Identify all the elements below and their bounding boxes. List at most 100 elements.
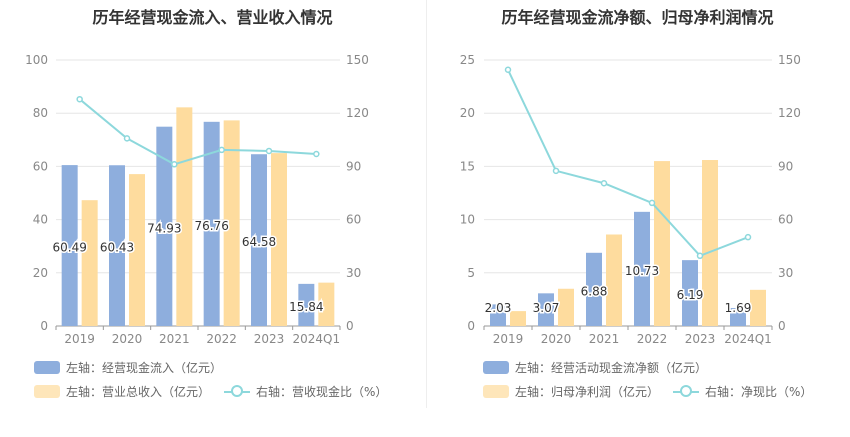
bar-data-label: 10.73 [625,264,659,278]
bar-data-label: 60.43 [100,241,134,255]
legend-label: 左轴：经营现金流入（亿元） [66,361,223,375]
ratio-point [744,233,752,241]
x-axis-tick-label: 2022 [637,332,668,346]
bar-data-label: 1.69 [725,301,752,315]
left-axis-tick-label: 20 [33,266,48,280]
right-axis-tick-label: 90 [778,159,793,173]
legend-item[interactable]: 左轴：归母净利润（亿元） [483,383,659,400]
x-axis-tick-label: 2021 [159,332,190,346]
left-axis-tick-label: 25 [460,53,475,67]
bar-data-label: 64.58 [242,235,276,249]
legend-row-1: 左轴：经营现金流入（亿元） [34,359,236,376]
legend-label: 左轴：归母净利润（亿元） [515,385,660,399]
panel-divider [426,0,427,408]
legend-line-swatch [673,385,700,398]
ratio-point [600,179,608,187]
ratio-point [696,252,704,260]
legend-item[interactable]: 左轴：经营活动现金流净额（亿元） [483,359,707,376]
bar-data-label: 6.19 [677,288,704,302]
left-axis-tick-label: 80 [33,106,48,120]
legend-row-1: 左轴：经营活动现金流净额（亿元） [483,359,721,376]
bar-data-label: 3.07 [533,301,560,315]
ratio-point [552,167,560,175]
ratio-line [79,98,317,166]
chart-plot-left: 0 20 40 60 80 100 0 30 60 90 120 150 2019 2020 2021 202… [25,53,369,346]
bar-data-label: 6.88 [581,284,608,298]
legend-swatch [483,385,509,398]
bar-secondary [81,200,98,326]
legend-item[interactable]: 右轴：净现比（%） [673,383,812,400]
legend-swatch [34,361,60,374]
right-axis-tick-label: 120 [778,106,801,120]
legend-row-2: 左轴：营业总收入（亿元） 右轴：营收现金比（%） [34,383,401,400]
legend-item[interactable]: 左轴：经营现金流入（亿元） [34,359,222,376]
right-axis-tick-label: 30 [346,266,361,280]
bar-secondary [318,282,335,326]
bar-secondary [176,107,193,327]
x-axis-tick-label: 2023 [685,332,716,346]
left-axis-tick-label: 0 [467,319,475,333]
ratio-point [218,146,225,154]
right-axis-tick-label: 0 [778,319,786,333]
chart-panel-left: 历年经营现金流入、营业收入情况 0 20 40 60 80 100 0 30 60 90 120 15… [25,8,401,400]
bar-secondary [129,174,145,326]
bar-secondary [702,160,718,326]
bar-data-label: 74.93 [147,221,181,235]
bar-primary [203,121,220,327]
legend-swatch [34,385,60,398]
right-axis-tick-label: 60 [778,213,793,227]
bar-secondary [654,161,670,326]
x-axis-tick-label: 2019 [64,332,95,346]
bar-secondary [558,288,574,326]
bar-secondary [271,153,287,326]
bar-primary [730,308,746,326]
x-axis-tick-label: 2023 [254,332,285,346]
right-axis-tick-label: 30 [778,266,793,280]
left-axis-tick-label: 100 [25,53,48,67]
ratio-point [504,66,512,74]
bar-primary [538,293,554,326]
bar-primary [682,260,698,326]
x-axis-tick-label: 2019 [493,332,524,346]
bar-secondary [750,289,766,326]
bar-primary [634,211,650,326]
left-axis-tick-label: 40 [33,213,48,227]
right-axis-tick-label: 150 [346,53,369,67]
x-axis-tick-label: 2021 [589,332,620,346]
right-axis-tick-label: 150 [778,53,801,67]
legend-label: 左轴：营业总收入（亿元） [66,385,211,399]
legend-line-swatch [224,385,251,398]
chart-plot-right: 0 5 10 15 20 25 0 30 60 90 120 150 2019 2020 2021 2022 2… [460,53,801,346]
chart-panel-right: 历年经营现金流净额、归母净利润情况 0 5 10 15 20 25 0 30 60 90 120 15… [425,0,850,437]
legend-row-2: 左轴：归母净利润（亿元） 右轴：净现比（%） [483,383,826,400]
chart-title: 历年经营现金流入、营业收入情况 [92,8,333,27]
right-axis-tick-label: 120 [346,106,369,120]
bar-primary [251,154,267,326]
x-axis-tick-label: 2020 [112,332,143,346]
ratio-point [171,161,178,168]
bar-primary [298,283,315,326]
legend-label: 右轴：净现比（%） [705,385,813,399]
chart-title: 历年经营现金流净额、归母净利润情况 [501,8,774,27]
ratio-point [123,135,131,142]
bar-primary [156,126,173,326]
bar-data-label: 76.76 [194,219,228,233]
left-axis-tick-label: 10 [460,213,475,227]
right-axis-tick-label: 90 [346,159,361,173]
ratio-line [507,69,749,257]
bar-secondary [223,120,240,326]
right-axis-tick-label: 0 [346,319,354,333]
legend-label: 左轴：经营活动现金流净额（亿元） [515,361,708,375]
left-axis-tick-label: 60 [33,159,48,173]
x-axis-tick-label: 2024Q1 [724,332,772,346]
bar-data-label: 15.84 [289,300,323,314]
left-axis-tick-label: 15 [460,159,475,173]
bar-secondary [606,234,622,326]
legend-item[interactable]: 右轴：营收现金比（%） [224,383,387,400]
left-axis-tick-label: 5 [467,266,475,280]
ratio-point [265,147,273,155]
legend-label: 右轴：营收现金比（%） [256,385,388,399]
bar-primary [109,165,125,326]
bar-primary [586,252,602,326]
legend-item[interactable]: 左轴：营业总收入（亿元） [34,383,210,400]
